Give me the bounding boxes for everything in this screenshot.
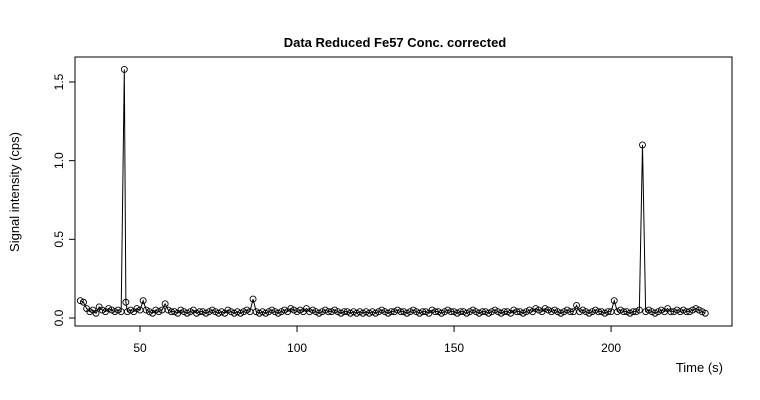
data-point xyxy=(456,308,464,316)
data-point xyxy=(635,306,643,314)
data-point xyxy=(610,297,618,305)
x-tick-label: 50 xyxy=(133,341,147,355)
x-tick-label: 200 xyxy=(601,341,621,355)
data-point xyxy=(569,308,577,316)
data-point xyxy=(122,298,130,306)
data-point xyxy=(324,308,332,316)
chart-title: Data Reduced Fe57 Conc. corrected xyxy=(284,35,507,50)
data-point xyxy=(167,308,175,316)
data-point xyxy=(573,301,580,309)
data-point xyxy=(387,308,395,316)
data-point xyxy=(607,308,615,316)
data-point xyxy=(566,308,574,316)
x-tick-label: 150 xyxy=(444,341,464,355)
y-axis-label: Signal intensity (cps) xyxy=(7,132,22,252)
data-point xyxy=(500,308,508,316)
y-tick-label: 0.0 xyxy=(52,309,66,326)
data-point xyxy=(620,308,628,316)
data-point xyxy=(397,308,405,316)
y-tick-label: 1.5 xyxy=(52,73,66,90)
data-point xyxy=(683,308,690,316)
y-tick-label: 1.0 xyxy=(52,152,66,169)
data-point xyxy=(419,308,427,316)
x-tick-label: 100 xyxy=(287,341,307,355)
data-point xyxy=(604,308,612,316)
data-point xyxy=(639,141,646,149)
data-point xyxy=(120,65,128,73)
data-point xyxy=(340,308,348,316)
data-point xyxy=(80,298,87,306)
data-point xyxy=(447,308,455,316)
plot-frame xyxy=(74,56,733,327)
data-point xyxy=(92,309,100,317)
data-line xyxy=(80,69,706,315)
data-point xyxy=(161,300,169,308)
y-tick-label: 0.5 xyxy=(52,231,66,248)
data-point xyxy=(158,306,166,314)
data-point xyxy=(629,308,637,316)
data-point xyxy=(431,308,439,316)
data-point xyxy=(595,308,602,316)
data-point xyxy=(513,308,521,316)
data-point xyxy=(196,308,204,316)
data-point xyxy=(139,297,147,305)
data-point xyxy=(701,309,709,317)
data-point xyxy=(117,308,125,316)
data-point xyxy=(249,295,257,303)
data-point xyxy=(478,308,486,316)
data-point xyxy=(246,308,254,316)
x-axis-label: Time (s) xyxy=(676,360,723,375)
data-point xyxy=(136,306,144,314)
data-point xyxy=(667,308,675,316)
